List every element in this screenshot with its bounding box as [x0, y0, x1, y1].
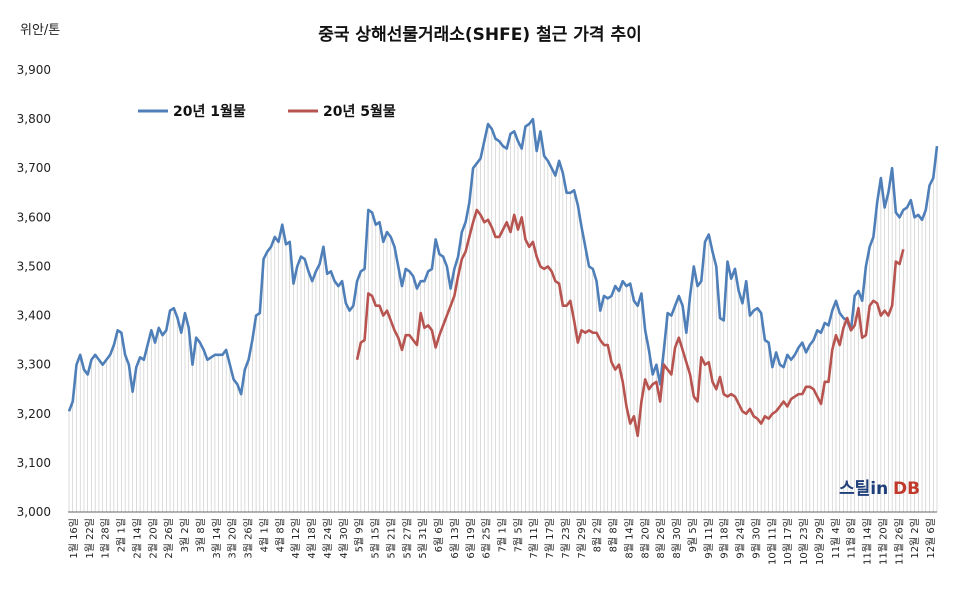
y-tick-label: 3,600 — [17, 210, 51, 224]
y-tick-label: 3,100 — [17, 456, 51, 470]
x-tick-label: 7월 23일 — [560, 518, 572, 559]
watermark-part-1: 스틸in — [839, 478, 888, 499]
legend: 20년 1월물 20년 5월물 — [138, 103, 396, 120]
x-tick-label: 4월 18일 — [306, 518, 318, 559]
legend-label-series-1: 20년 1월물 — [173, 103, 246, 120]
x-tick-label: 8월 2일 — [592, 518, 604, 552]
x-tick-label: 6월 19일 — [465, 518, 477, 559]
y-tick-label: 3,000 — [17, 505, 51, 519]
x-tick-labels: 1월 16일 1월 22일 1월 28일 2월 1일 2월 14일 2월 20일 2월 26… — [68, 518, 937, 565]
x-tick-label: 4월 24일 — [322, 518, 334, 559]
x-tick-label: 7월 29일 — [576, 518, 588, 559]
series-line-1 — [67, 117, 939, 412]
x-tick-label: 11월 20일 — [877, 518, 889, 565]
x-tick-label: 7월 1일 — [497, 518, 509, 552]
x-tick-label: 2월 14일 — [132, 518, 144, 559]
x-tick-label: 10월 11일 — [766, 518, 778, 565]
x-tick-label: 4월 12일 — [290, 518, 302, 559]
x-tick-label: 7월 11일 — [528, 518, 540, 559]
legend-label-series-2: 20년 5월물 — [323, 103, 396, 120]
x-tick-label: 4월 1일 — [258, 518, 270, 552]
y-tick-label: 3,400 — [17, 309, 51, 323]
x-tick-label: 9월 11일 — [703, 518, 715, 559]
x-tick-label: 2월 20일 — [147, 518, 159, 559]
x-tick-label: 11월 8일 — [846, 518, 858, 559]
x-tick-label: 6월 6일 — [433, 518, 445, 552]
x-tick-label: 8월 26일 — [655, 518, 667, 559]
x-tick-label: 4월 8일 — [274, 518, 286, 552]
x-tick-label: 8월 8일 — [608, 518, 620, 552]
x-tick-label: 8월 20일 — [639, 518, 651, 559]
y-tick-label: 3,300 — [17, 358, 51, 372]
x-tick-label: 3월 8일 — [195, 518, 207, 552]
x-tick-label: 5월 27일 — [401, 518, 413, 559]
x-tick-label: 1월 28일 — [100, 518, 112, 559]
x-tick-label: 8월 30일 — [671, 518, 683, 559]
x-tick-label: 11월 26일 — [893, 518, 905, 565]
x-tick-label: 6월 25일 — [481, 518, 493, 559]
x-tick-label: 10월 17일 — [782, 518, 794, 565]
x-tick-label: 11월 14일 — [862, 518, 874, 565]
x-tick-label: 9월 18일 — [719, 518, 731, 559]
watermark-logo: 스틸in DB — [839, 478, 920, 499]
y-tick-label: 3,700 — [17, 161, 51, 175]
x-tick-label: 9월 24일 — [735, 518, 747, 559]
x-tick-label: 9월 30일 — [750, 518, 762, 559]
series-lines — [67, 117, 939, 438]
watermark-part-2: DB — [893, 479, 920, 499]
chart-title: 중국 상해선물거래소(SHFE) 철근 가격 추이 — [318, 25, 642, 45]
y-tick-label: 3,800 — [17, 112, 51, 126]
x-tick-label: 12월 2일 — [909, 518, 921, 559]
x-tick-label: 5월 9일 — [354, 518, 366, 552]
x-tick-label: 3월 26일 — [243, 518, 255, 559]
x-tick-label: 11월 4일 — [830, 518, 842, 559]
x-tick-label: 10월 23일 — [798, 518, 810, 565]
x-tick-label: 10월 29일 — [814, 518, 826, 565]
x-tick-label: 6월 13일 — [449, 518, 461, 559]
y-tick-label: 3,200 — [17, 407, 51, 421]
series-line-2 — [355, 208, 905, 438]
y-tick-label: 3,900 — [17, 63, 51, 77]
drop-lines — [68, 119, 938, 512]
y-tick-label: 3,500 — [17, 259, 51, 273]
x-tick-label: 3월 2일 — [179, 518, 191, 552]
x-tick-label: 2월 1일 — [116, 518, 128, 552]
x-tick-label: 3월 14일 — [211, 518, 223, 559]
x-tick-label: 12월 6일 — [925, 518, 937, 559]
x-tick-label: 8월 14일 — [624, 518, 636, 559]
x-tick-label: 5월 15일 — [370, 518, 382, 559]
y-tick-labels: 3,000 3,100 3,200 3,300 3,400 3,500 3,600 3,700… — [17, 63, 51, 519]
x-tick-label: 2월 26일 — [163, 518, 175, 559]
x-tick-label: 1월 16일 — [68, 518, 80, 559]
x-tick-label: 4월 30일 — [338, 518, 350, 559]
x-tick-label: 3월 20일 — [227, 518, 239, 559]
x-tick-label: 5월 21일 — [385, 518, 397, 559]
x-tick-label: 1월 22일 — [84, 518, 96, 559]
x-tick-label: 7월 17일 — [544, 518, 556, 559]
x-tick-label: 7월 5일 — [512, 518, 524, 552]
x-tick-label: 5월 31일 — [417, 518, 429, 559]
x-tick-label: 9월 5일 — [687, 518, 699, 552]
y-axis-label: 위안/톤 — [20, 23, 60, 38]
